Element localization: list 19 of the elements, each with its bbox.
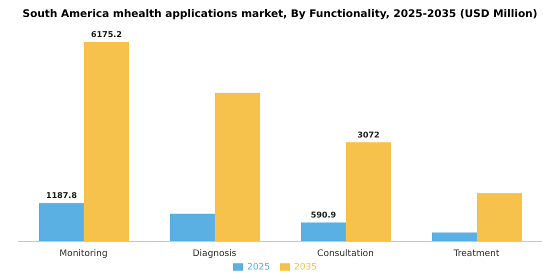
legend-label: 2025 xyxy=(247,262,270,272)
data-label: 6175.2 xyxy=(91,30,122,39)
x-tick-label: Treatment xyxy=(452,248,500,259)
chart-title: South America mhealth applications market, By Functionality, 2025-2035 (USD Million) xyxy=(22,8,538,22)
bar xyxy=(38,203,84,242)
bar xyxy=(300,222,346,242)
data-label: 1187.8 xyxy=(46,191,78,200)
bar xyxy=(84,42,129,242)
x-tick-label: Monitoring xyxy=(59,248,108,259)
x-tick-label: Consultation xyxy=(317,248,374,259)
bar xyxy=(476,193,522,242)
legend-label: 2035 xyxy=(294,262,317,272)
bar xyxy=(214,92,260,242)
bar xyxy=(432,232,477,242)
bar xyxy=(346,142,391,242)
data-label: 590.9 xyxy=(310,210,337,220)
bar xyxy=(170,214,215,242)
data-label: 3072 xyxy=(357,130,380,140)
x-tick-label: Diagnosis xyxy=(192,248,237,259)
